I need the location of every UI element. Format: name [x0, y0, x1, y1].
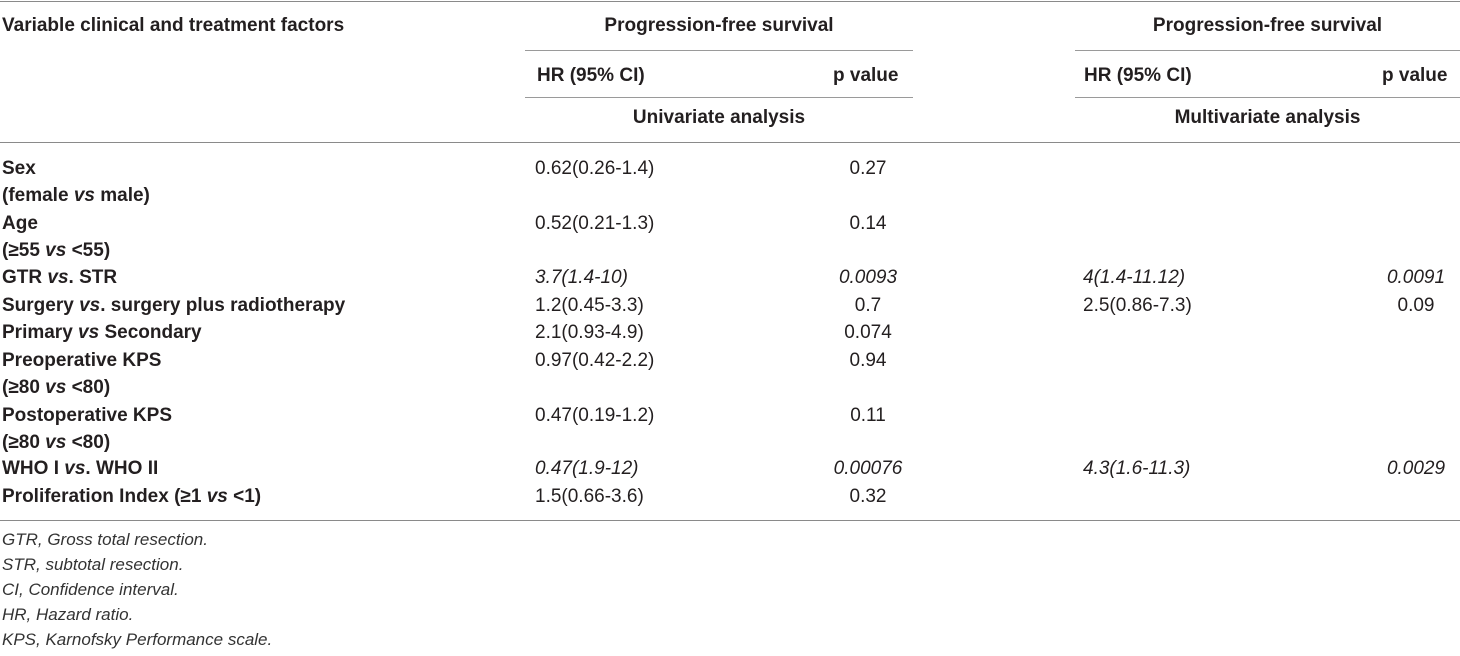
hr-header-multivariate: HR (95% CI): [1084, 65, 1192, 86]
row-label-main: Surgery vs. surgery plus radiotherapy: [2, 295, 346, 316]
footnote: CI, Confidence interval.: [2, 580, 179, 599]
p-header-univariate: p value: [833, 65, 899, 86]
table-row: GTR vs. STR 3.7(1.4-10) 0.0093 4(1.4-11.12)…: [0, 264, 1460, 312]
row-label-sub: (≥55 vs <55): [2, 240, 111, 261]
group2-title: Progression-free survival: [1152, 15, 1383, 36]
row-label-main: Postoperative KPS: [2, 405, 172, 426]
univariate-hr-cell: 0.52(0.21-1.3): [535, 213, 655, 234]
row-label-main: Age: [2, 213, 38, 234]
row-label: Primary vs Secondary: [2, 319, 202, 346]
univariate-p-cell: 0.11: [850, 405, 886, 426]
univariate-p-cell: 0.32: [849, 486, 887, 507]
multivariate-p-cell: 0.09: [1397, 295, 1435, 316]
row-label: Surgery vs. surgery plus radiotherapy: [2, 292, 345, 319]
row-label-sub: (≥80 vs <80): [2, 377, 111, 398]
univariate-p-cell: 0.7: [854, 295, 882, 316]
row-label-main: Primary vs Secondary: [2, 322, 202, 343]
row-label-main: GTR vs. STR: [2, 267, 118, 288]
univariate-p-cell: 0.00076: [833, 458, 903, 479]
multivariate-hr-cell: 2.5(0.86-7.3): [1083, 295, 1192, 316]
univariate-p-cell: 0.94: [849, 350, 887, 371]
row-label-main: WHO I vs. WHO II: [2, 458, 159, 479]
row-label: Proliferation Index (≥1 vs <1): [2, 483, 261, 510]
row-label: Age (≥55 vs <55): [2, 210, 110, 264]
group2-rule: [1075, 50, 1460, 51]
table-top-rule: [0, 1, 1460, 2]
univariate-hr-cell: 0.62(0.26-1.4): [535, 158, 655, 179]
hr-header-univariate: HR (95% CI): [537, 65, 645, 86]
multivariate-hr-cell: 4(1.4-11.12): [1083, 267, 1186, 288]
row-label: WHO I vs. WHO II: [2, 455, 158, 482]
row-label-main: Proliferation Index (≥1 vs <1): [2, 486, 262, 507]
univariate-hr-cell: 3.7(1.4-10): [535, 267, 628, 288]
row-label-sub: (female vs male): [2, 185, 150, 206]
row-label-main: Sex: [2, 158, 36, 179]
univariate-p-cell: 0.14: [849, 213, 887, 234]
footnote: STR, subtotal resection.: [2, 555, 184, 574]
analysis-label-multivariate: Multivariate analysis: [1174, 107, 1361, 128]
table-row: WHO I vs. WHO II 0.47(1.9-12) 0.00076 4.3(1…: [0, 455, 1460, 503]
table-bottom-rule: [0, 520, 1460, 521]
subheader-rule-2: [1075, 97, 1460, 98]
header-bottom-rule: [0, 142, 1460, 143]
row-label: GTR vs. STR: [2, 264, 117, 291]
table-row: Primary vs Secondary 2.1(0.93-4.9) 0.074: [0, 319, 1460, 367]
row-label: Sex (female vs male): [2, 155, 150, 209]
table-row: Preoperative KPS (≥80 vs <80) 0.97(0.42-2.…: [0, 347, 1460, 398]
table-row: Sex (female vs male) 0.62(0.26-1.4) 0.27: [0, 155, 1460, 206]
multivariate-p-cell: 0.0091: [1386, 267, 1446, 288]
row-label: Postoperative KPS (≥80 vs <80): [2, 402, 172, 456]
table-row: Proliferation Index (≥1 vs <1) 1.5(0.66-3…: [0, 483, 1460, 531]
footnote: GTR, Gross total resection.: [2, 530, 208, 549]
analysis-label-univariate: Univariate analysis: [632, 107, 806, 128]
row-label: Preoperative KPS (≥80 vs <80): [2, 347, 161, 401]
univariate-p-cell: 0.0093: [838, 267, 898, 288]
multivariate-hr-cell: 4.3(1.6-11.3): [1083, 458, 1191, 479]
univariate-p-cell: 0.074: [844, 322, 892, 343]
group1-title: Progression-free survival: [604, 15, 834, 36]
univariate-hr-cell: 0.47(0.19-1.2): [535, 405, 655, 426]
footnote: KPS, Karnofsky Performance scale.: [2, 630, 273, 649]
multivariate-p-cell: 0.0029: [1386, 458, 1446, 479]
row-label-main: Preoperative KPS: [2, 350, 162, 371]
univariate-hr-cell: 2.1(0.93-4.9): [535, 322, 644, 343]
univariate-hr-cell: 0.97(0.42-2.2): [535, 350, 655, 371]
table-row: Postoperative KPS (≥80 vs <80) 0.47(0.19-1…: [0, 402, 1460, 453]
group1-rule: [525, 50, 913, 51]
univariate-hr-cell: 0.47(1.9-12): [535, 458, 639, 479]
table-row: Age (≥55 vs <55) 0.52(0.21-1.3) 0.14: [0, 210, 1460, 261]
univariate-hr-cell: 1.2(0.45-3.3): [535, 295, 644, 316]
row-label-sub: (≥80 vs <80): [2, 432, 111, 453]
univariate-p-cell: 0.27: [849, 158, 887, 179]
univariate-hr-cell: 1.5(0.66-3.6): [535, 486, 644, 507]
variable-column-header: Variable clinical and treatment factors: [2, 15, 345, 36]
footnote: HR, Hazard ratio.: [2, 605, 134, 624]
subheader-rule-1: [525, 97, 913, 98]
table-row: Surgery vs. surgery plus radiotherapy 1.2…: [0, 292, 1460, 340]
p-header-multivariate: p value: [1382, 65, 1448, 86]
